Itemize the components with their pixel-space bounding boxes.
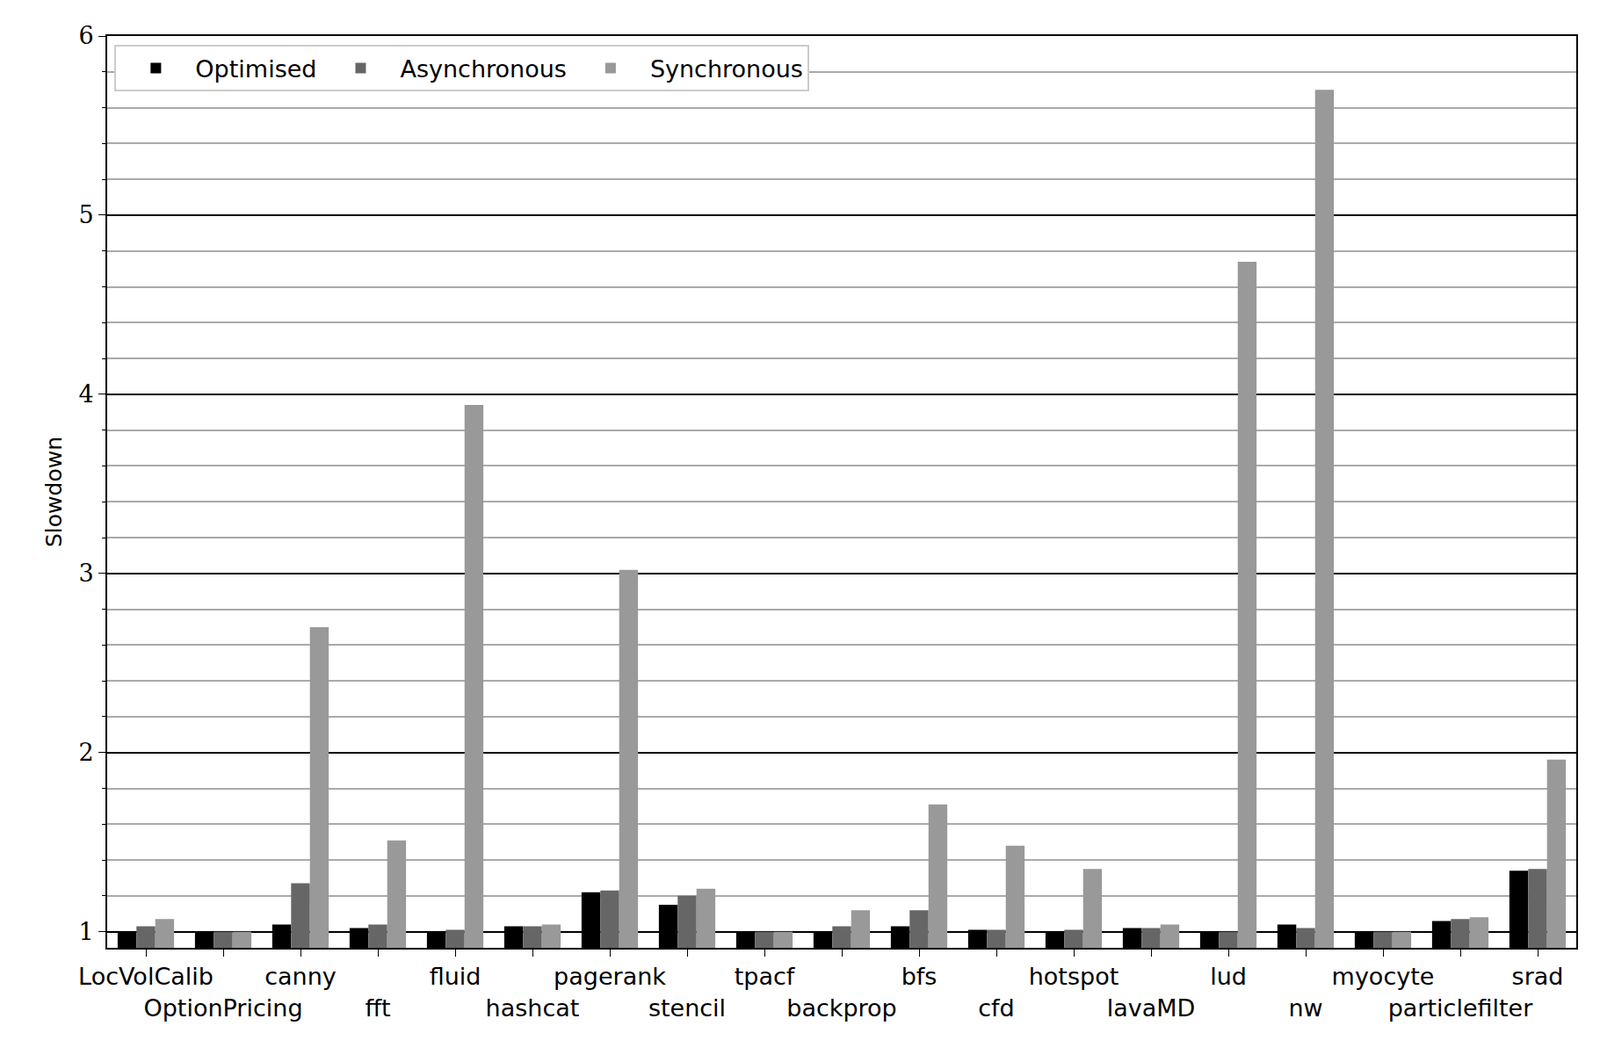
svg-text:srad: srad xyxy=(1512,962,1564,991)
svg-text:hotspot: hotspot xyxy=(1028,962,1120,991)
svg-text:bfs: bfs xyxy=(901,962,938,991)
svg-text:3: 3 xyxy=(78,559,94,587)
svg-text:lud: lud xyxy=(1209,962,1247,991)
svg-text:4: 4 xyxy=(78,380,94,408)
svg-text:particlefilter: particlefilter xyxy=(1388,994,1535,1022)
svg-text:OptionPricing: OptionPricing xyxy=(143,994,303,1022)
svg-text:myocyte: myocyte xyxy=(1332,962,1435,991)
svg-text:fft: fft xyxy=(364,994,391,1022)
svg-text:nw: nw xyxy=(1288,994,1323,1022)
svg-text:lavaMD: lavaMD xyxy=(1107,994,1196,1022)
svg-text:Slowdown: Slowdown xyxy=(41,436,67,548)
svg-text:backprop: backprop xyxy=(786,994,897,1022)
svg-text:Optimised: Optimised xyxy=(195,55,317,83)
svg-text:6: 6 xyxy=(78,21,94,50)
svg-text:LocVolCalib: LocVolCalib xyxy=(78,962,214,991)
svg-text:5: 5 xyxy=(78,201,94,229)
svg-text:canny: canny xyxy=(264,962,337,991)
svg-text:stencil: stencil xyxy=(648,994,726,1022)
svg-text:2: 2 xyxy=(78,738,94,767)
svg-text:Synchronous: Synchronous xyxy=(650,55,804,83)
svg-text:cfd: cfd xyxy=(977,994,1015,1022)
svg-text:hashcat: hashcat xyxy=(485,994,580,1022)
svg-text:tpacf: tpacf xyxy=(734,962,797,991)
svg-text:pagerank: pagerank xyxy=(553,962,667,991)
svg-text:fluid: fluid xyxy=(429,962,482,991)
svg-text:Asynchronous: Asynchronous xyxy=(399,55,566,83)
svg-text:1: 1 xyxy=(78,918,94,946)
